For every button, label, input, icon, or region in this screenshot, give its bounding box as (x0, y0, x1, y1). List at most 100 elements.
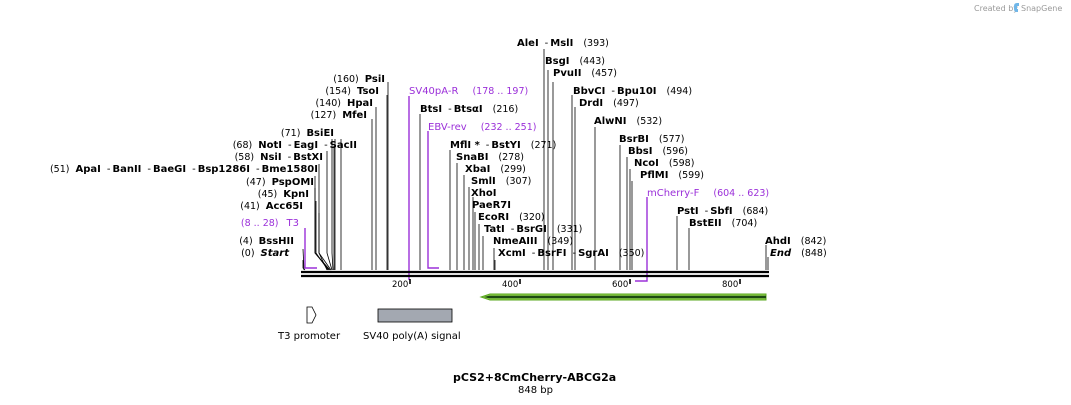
enzyme-site-pvuii[interactable]: PvuII (457) (553, 68, 617, 79)
enzyme-site-psti[interactable]: PstI - SbfI (684) (677, 206, 768, 217)
cut-position: (350) (619, 248, 645, 259)
cut-position: (216) (493, 104, 519, 115)
primer-range: (232 .. 251) (481, 122, 537, 133)
enzyme-site-snabi[interactable]: SnaBI (278) (456, 152, 524, 163)
enzyme-site-tsoi[interactable]: (154) TsoI (325, 86, 379, 97)
enzyme-site-bsshii[interactable]: (4) BssHII (239, 236, 294, 247)
enzyme-name: BstEII (689, 218, 722, 229)
enzyme-name: PvuII (553, 68, 581, 79)
cut-position: (4) (239, 236, 252, 247)
separator: - (192, 164, 196, 175)
enzyme-site-kpni[interactable]: (45) KpnI (258, 189, 309, 200)
primer-ebv-rev[interactable]: EBV-rev (232 .. 251) (428, 122, 536, 133)
enzyme-site-btsi[interactable]: BtsI - BtsαI (216) (420, 104, 518, 115)
snapgene-logo-icon (1014, 3, 1019, 12)
cut-position: (684) (743, 206, 769, 217)
enzyme-name: DrdI (579, 98, 603, 109)
cut-position: (577) (659, 134, 685, 145)
cut-position: (443) (579, 56, 605, 67)
primer-mcherry-f[interactable]: mCherry-F (604 .. 623) (647, 188, 769, 199)
enzyme-site-ncoi[interactable]: NcoI (598) (634, 158, 694, 169)
enzyme-name: AleI (517, 38, 539, 49)
enzyme-site-pflmi[interactable]: PflMI (599) (640, 170, 704, 181)
enzyme-site-bsiei[interactable]: (71) BsiEI (281, 128, 334, 139)
enzyme-name: ApaI (75, 164, 100, 175)
start-position: (0) (241, 248, 254, 259)
enzyme-name: SgrAI (578, 248, 609, 259)
sequence-end-label: End (848) (770, 248, 827, 259)
primer-sv40pa-r[interactable]: SV40pA-R (178 .. 197) (409, 86, 528, 97)
enzyme-name: BanII (112, 164, 141, 175)
enzyme-name: NsiI (260, 152, 281, 163)
t3-promoter-feature[interactable] (306, 306, 317, 324)
enzyme-site-ahdi[interactable]: AhdI (842) (765, 236, 826, 247)
enzyme-site-nmeaiii[interactable]: NmeAIII (349) (493, 236, 573, 247)
enzyme-site-alwni[interactable]: AlwNI (532) (594, 116, 662, 127)
enzyme-site-xhoi[interactable]: XhoI (471, 188, 496, 199)
separator: - (572, 248, 576, 259)
enzyme-labels-right: AleI - MslI (393) BsgI (443) PvuII (457) BbvC… (517, 38, 827, 259)
plasmid-length: 848 bp (518, 385, 553, 396)
enzyme-site-alei[interactable]: AleI - MslI (393) (517, 38, 609, 49)
enzyme-name: NcoI (634, 158, 659, 169)
plasmid-name: pCS2+8CmCherry-ABCG2a (453, 371, 616, 384)
sv40-polya-label: SV40 poly(A) signal (363, 331, 461, 342)
start-name: Start (261, 248, 291, 259)
separator: - (611, 86, 615, 97)
enzyme-name: PflMI (640, 170, 668, 181)
primer-name: mCherry-F (647, 188, 700, 199)
cut-position: (45) (258, 189, 278, 200)
cut-position: (307) (506, 176, 532, 187)
sv40-polya-feature[interactable] (377, 308, 453, 323)
cut-position: (598) (669, 158, 695, 169)
enzyme-name: BssHII (259, 236, 294, 247)
cut-position: (842) (801, 236, 827, 247)
enzyme-site-psii[interactable]: (160) PsiI (333, 74, 385, 85)
enzyme-site-smli[interactable]: SmlI (307) (471, 176, 531, 187)
enzyme-site-noti[interactable]: (68) NotI - EagI - SacII (233, 140, 357, 151)
enzyme-name: BbsI (628, 146, 652, 157)
t3-line (304, 228, 317, 269)
enzyme-site-pspomi[interactable]: (47) PspOMI (246, 177, 314, 188)
enzyme-site-xcmi[interactable]: XcmI - BsrFI - SgrAI (350) (498, 248, 644, 259)
enzyme-site-bsrbi[interactable]: BsrBI (577) (619, 134, 684, 145)
enzyme-site-paer7i[interactable]: PaeR7I (472, 200, 511, 211)
enzyme-site-bsteii[interactable]: BstEII (704) (689, 218, 757, 229)
enzyme-site-drdi[interactable]: DrdI (497) (579, 98, 639, 109)
enzyme-site-acc65i[interactable]: (41) Acc65I (240, 201, 303, 212)
cut-position: (160) (333, 74, 359, 85)
cut-site-lines (302, 49, 769, 271)
cut-position: (154) (325, 86, 351, 97)
enzyme-site-bsgi[interactable]: BsgI (443) (545, 56, 605, 67)
enzyme-name: MslI (550, 38, 573, 49)
primer-t3[interactable]: (8 .. 28) T3 (241, 218, 299, 229)
ruler-tick-label: 600 (612, 280, 628, 290)
enzyme-name: EagI (294, 140, 318, 151)
enzyme-site-mfli[interactable]: MflI * - BstYI (271) (450, 140, 556, 151)
cut-position: (497) (613, 98, 639, 109)
enzyme-site-mfei[interactable]: (127) MfeI (311, 110, 367, 121)
primer-name: T3 (286, 218, 299, 229)
cut-position: (47) (246, 177, 266, 188)
enzyme-name: MflI * (450, 140, 481, 151)
enzyme-name: BsrFI (537, 248, 566, 259)
snapgene-credit: Created by SnapGene (974, 3, 1062, 13)
enzyme-site-nsii[interactable]: (58) NsiI - BstXI (235, 152, 323, 163)
t3-promoter-label: T3 promoter (277, 331, 341, 342)
end-name: End (770, 248, 792, 259)
enzyme-site-xbai[interactable]: XbaI (299) (465, 164, 526, 175)
enzyme-site-ecori[interactable]: EcoRI (320) (478, 212, 545, 223)
enzyme-site-apai[interactable]: (51) ApaI - BanII - BaeGI - Bsp1286I - Bme1580I (50, 164, 318, 175)
separator: - (288, 152, 292, 163)
enzyme-site-tati[interactable]: TatI - BsrGI (331) (484, 224, 582, 235)
enzyme-site-bbsi[interactable]: BbsI (596) (628, 146, 688, 157)
enzyme-site-hpai[interactable]: (140) HpaI (315, 98, 373, 109)
enzyme-name: AlwNI (594, 116, 627, 127)
cut-position: (51) (50, 164, 70, 175)
enzyme-site-bbvci[interactable]: BbvCI - Bpu10I (494) (573, 86, 692, 97)
cut-position: (127) (311, 110, 337, 121)
enzyme-name: NotI (258, 140, 282, 151)
enzyme-name: PspOMI (272, 177, 314, 188)
end-position: (848) (801, 248, 827, 259)
cut-position: (320) (519, 212, 545, 223)
